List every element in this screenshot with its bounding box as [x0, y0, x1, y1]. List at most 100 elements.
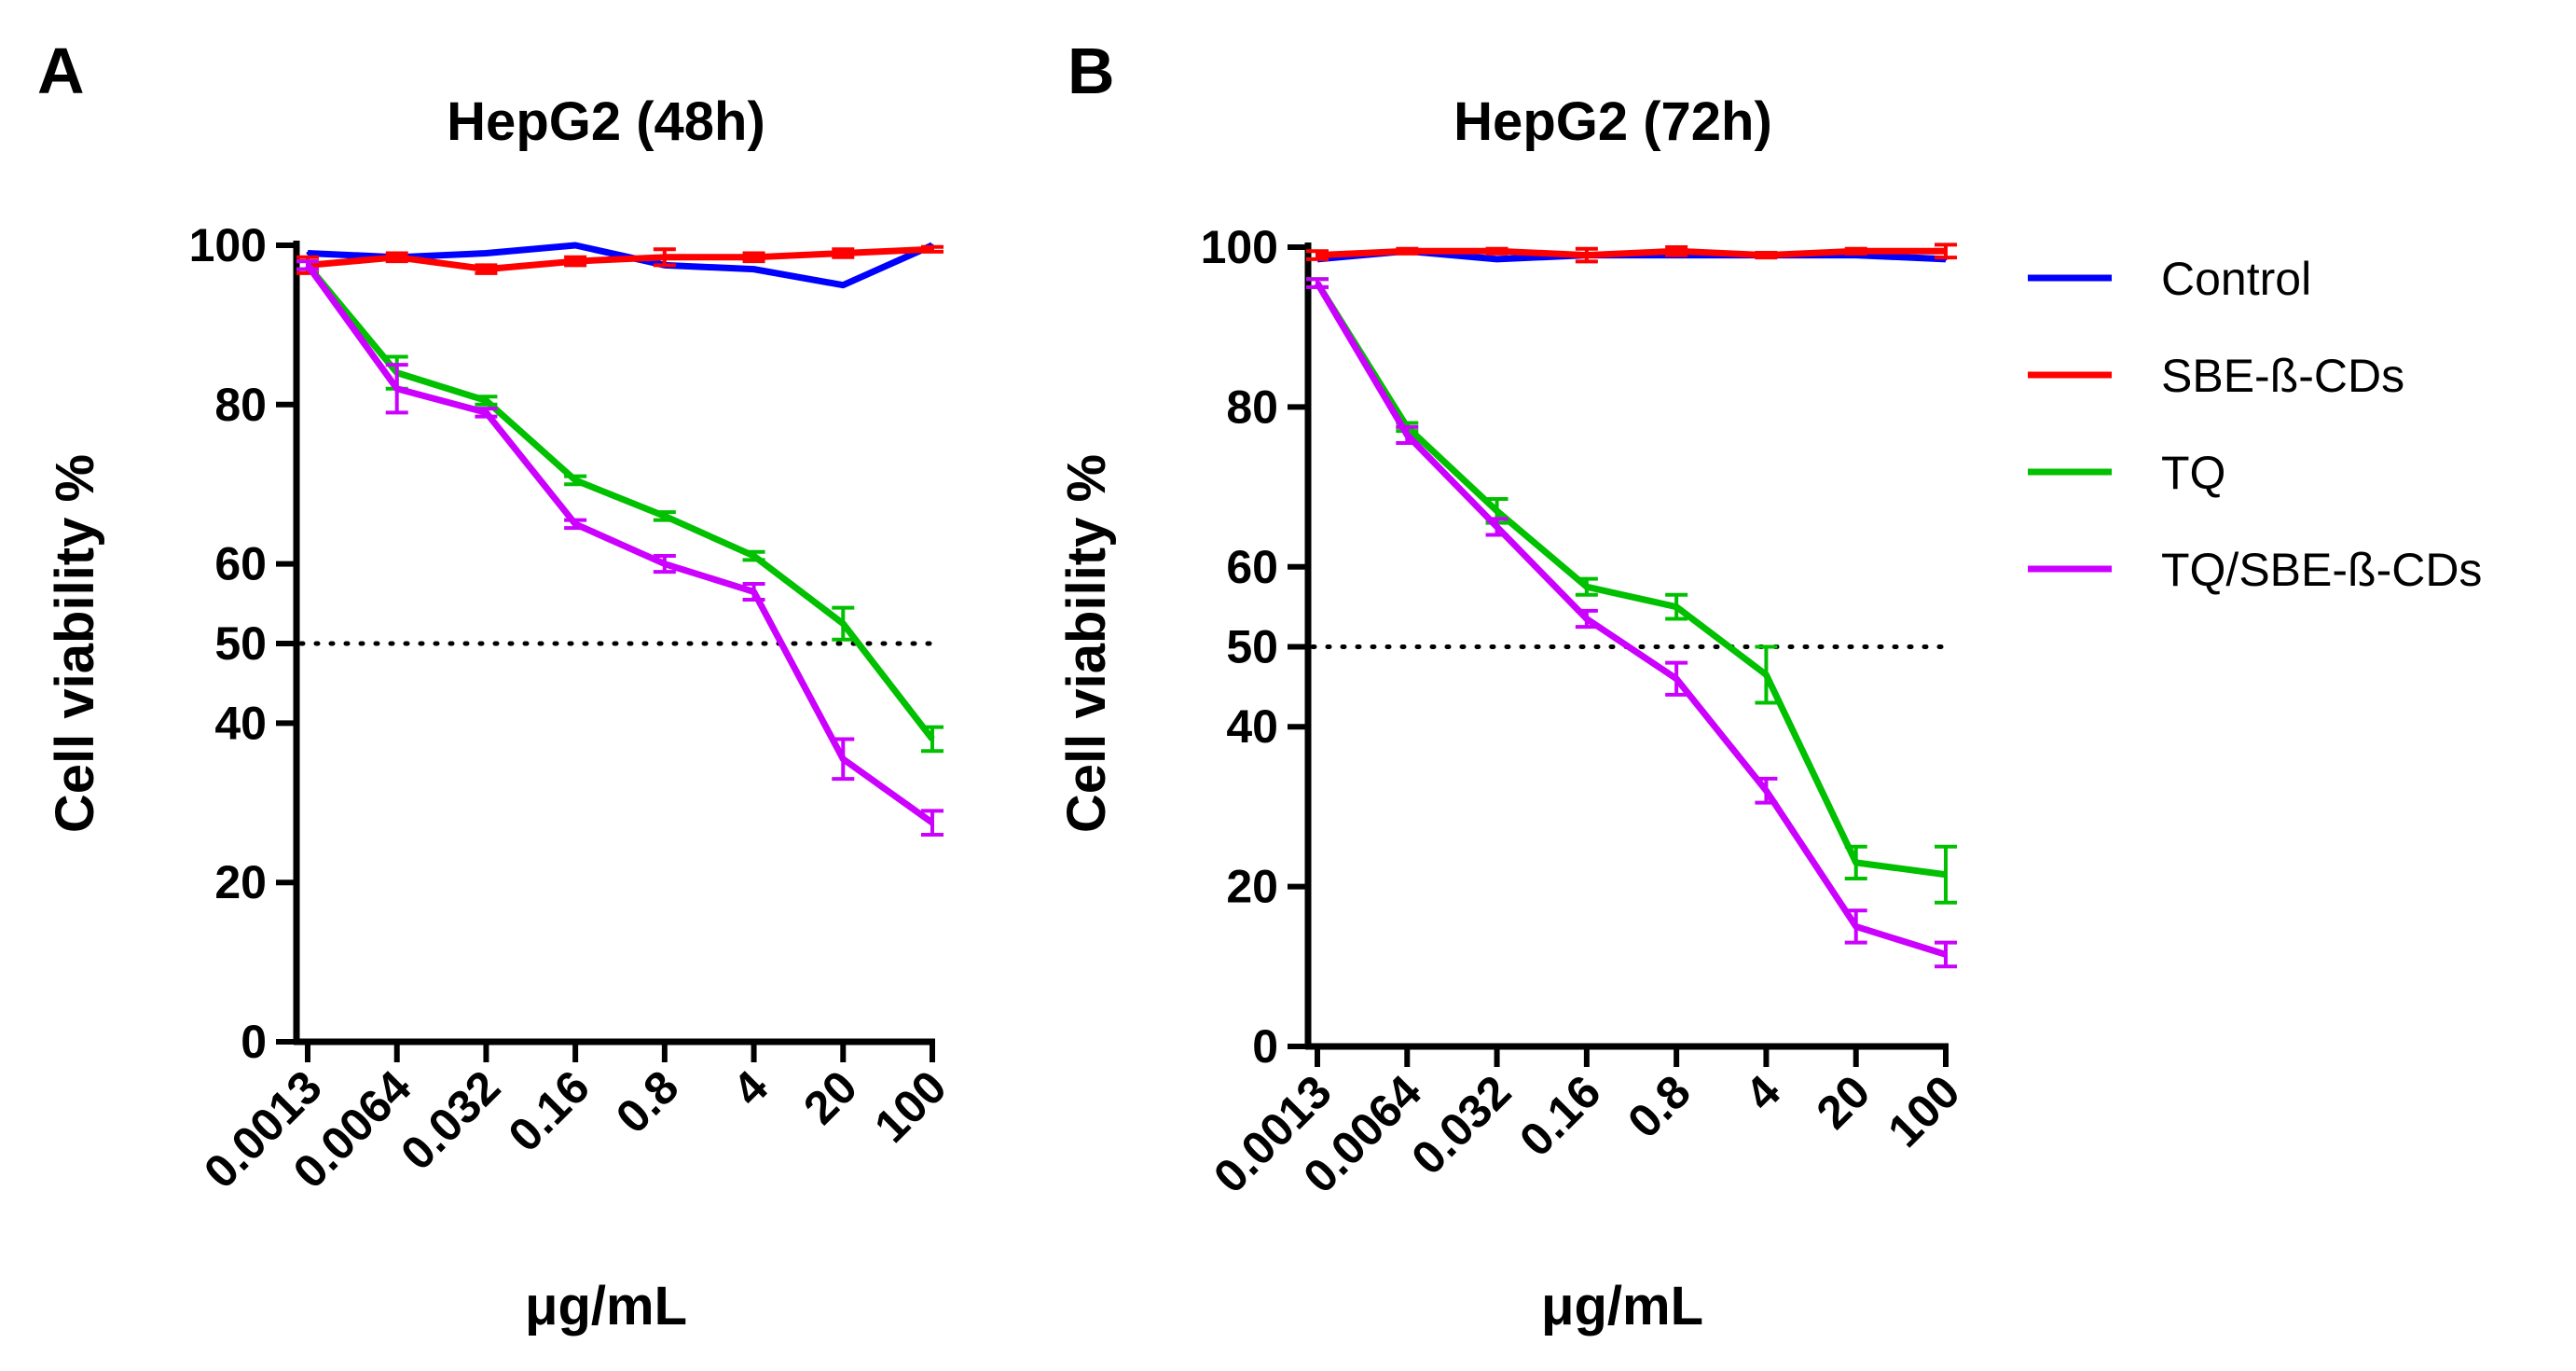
legend-label: SBE-ß-CDs	[2161, 350, 2404, 402]
y-tick-label: 40	[1226, 700, 1278, 753]
data-point	[841, 252, 845, 256]
data-point	[1585, 585, 1589, 589]
y-tick-label: 40	[214, 697, 267, 749]
data-point	[1854, 861, 1858, 865]
data-point	[306, 263, 310, 267]
legend-label: TQ/SBE-ß-CDs	[2161, 544, 2482, 596]
series-line	[1315, 281, 1947, 879]
data-point	[484, 252, 488, 256]
panel-letter: A	[37, 35, 85, 107]
data-point	[573, 522, 577, 526]
data-point	[663, 256, 667, 259]
x-tick-label: 0.16	[1509, 1065, 1610, 1166]
data-point	[1944, 249, 1948, 253]
legend-item-sbe-cds: SBE-ß-CDs	[2028, 350, 2404, 402]
data-point	[484, 268, 488, 271]
y-tick-label: 50	[1226, 621, 1278, 673]
legend-label: TQ	[2161, 447, 2225, 499]
data-point	[1944, 873, 1948, 877]
y-tick-label: 60	[1226, 541, 1278, 593]
data-point	[1764, 789, 1768, 793]
x-tick-label: 0.032	[391, 1060, 510, 1180]
x-axis-label: μg/mL	[525, 1276, 687, 1336]
data-point	[1495, 525, 1499, 529]
data-point	[573, 478, 577, 482]
legend-label: Control	[2161, 253, 2311, 305]
data-point	[1495, 257, 1499, 261]
x-tick-label: 0.8	[1618, 1065, 1701, 1148]
x-tick-label: 100	[864, 1060, 957, 1153]
data-point	[930, 247, 934, 251]
series-sbe-cds	[296, 244, 944, 275]
y-tick-label: 0	[1252, 1020, 1278, 1073]
data-point	[306, 252, 310, 256]
y-tick-label: 50	[214, 617, 267, 670]
data-point	[752, 589, 756, 593]
data-point	[1674, 605, 1678, 609]
series-line	[1316, 247, 1946, 259]
series-tq-sbe-cds	[296, 259, 944, 837]
series-line	[305, 263, 935, 741]
data-point	[1405, 249, 1409, 253]
legend-item-tq: TQ	[2028, 447, 2225, 499]
series-line	[307, 245, 933, 273]
x-axis-label: μg/mL	[1541, 1276, 1703, 1336]
data-point	[1674, 249, 1678, 253]
chart-title: HepG2 (72h)	[1453, 91, 1772, 152]
data-point	[752, 554, 756, 558]
data-point	[395, 256, 399, 259]
data-point	[841, 622, 845, 626]
legend-item-control: Control	[2028, 253, 2311, 305]
data-point	[1495, 249, 1499, 253]
data-point	[841, 284, 845, 287]
data-point	[1854, 249, 1858, 253]
data-point	[930, 821, 934, 824]
x-tick-label: 20	[793, 1060, 867, 1134]
data-point	[1495, 509, 1499, 513]
y-tick-label: 100	[189, 219, 267, 271]
series-line	[1314, 281, 1948, 958]
chart-title: HepG2 (48h)	[447, 91, 765, 152]
data-point	[1585, 617, 1589, 621]
data-point	[484, 410, 488, 414]
data-point	[1764, 254, 1768, 257]
data-point	[1585, 254, 1589, 257]
x-tick-label: 0.8	[606, 1060, 689, 1143]
y-tick-label: 100	[1201, 221, 1278, 273]
legend-item-tq-sbe-cds: TQ/SBE-ß-CDs	[2028, 544, 2482, 596]
data-point	[1316, 282, 1319, 285]
y-tick-label: 20	[1226, 861, 1278, 913]
series-line	[305, 263, 935, 825]
x-tick-label: 0.16	[499, 1060, 599, 1161]
y-tick-label: 20	[214, 856, 267, 908]
data-point	[395, 387, 399, 391]
data-point	[841, 757, 845, 761]
y-tick-label: 80	[1226, 381, 1278, 433]
data-point	[752, 256, 756, 259]
x-tick-label: 4	[723, 1060, 778, 1115]
y-tick-label: 0	[241, 1016, 267, 1068]
data-point	[573, 259, 577, 263]
legend: Control SBE-ß-CDs TQ TQ/SBE-ß-CDs	[2028, 253, 2482, 596]
data-point	[484, 399, 488, 403]
series-tq	[1306, 277, 1957, 905]
data-point	[1316, 254, 1319, 257]
y-tick-label: 60	[214, 538, 267, 590]
data-point	[1944, 952, 1948, 956]
data-point	[752, 268, 756, 271]
data-point	[1764, 672, 1768, 676]
data-point	[930, 737, 934, 741]
y-axis-label: Cell viability %	[1056, 454, 1117, 833]
data-point	[573, 243, 577, 247]
y-axis-label: Cell viability %	[45, 454, 105, 833]
x-tick-label: 4	[1735, 1065, 1790, 1120]
data-point	[663, 514, 667, 518]
y-tick-label: 80	[214, 379, 267, 431]
x-tick-label: 100	[1878, 1065, 1970, 1157]
data-point	[1405, 433, 1409, 436]
series-tq	[296, 259, 944, 754]
data-point	[1674, 677, 1678, 681]
